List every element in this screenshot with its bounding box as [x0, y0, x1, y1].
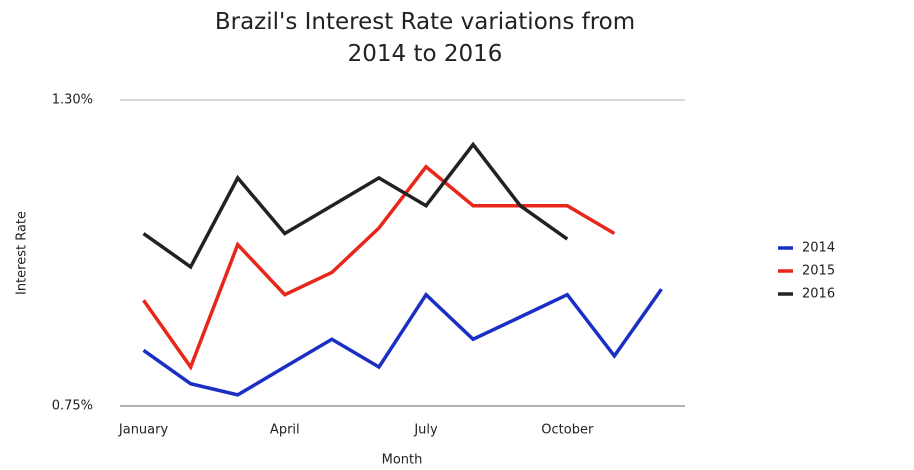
- x-axis-label: Month: [382, 453, 423, 468]
- x-tick-label: July: [413, 423, 438, 438]
- x-tick-label: October: [541, 423, 594, 438]
- y-tick-label: 1.30%: [52, 93, 93, 108]
- legend-label: 2014: [802, 241, 835, 256]
- x-tick-label: January: [118, 423, 169, 438]
- legend-label: 2015: [802, 264, 835, 279]
- line-series: [142, 164, 616, 371]
- x-tick-label: April: [270, 423, 300, 438]
- y-axis-label: Interest Rate: [15, 211, 30, 295]
- legend-label: 2016: [802, 287, 835, 302]
- chart-title: Brazil's Interest Rate variations from 2…: [214, 9, 636, 67]
- y-tick-label: 0.75%: [52, 399, 93, 414]
- line-series: [142, 288, 663, 397]
- line-series: [142, 141, 569, 270]
